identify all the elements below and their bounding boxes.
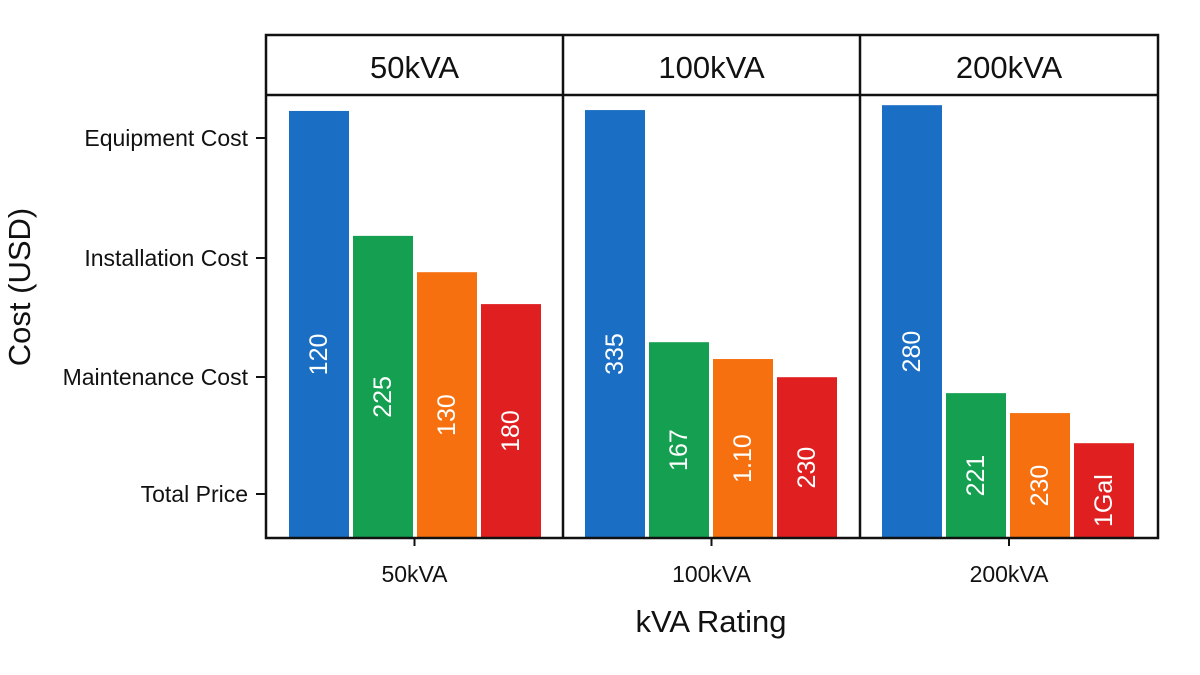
bar <box>289 110 349 538</box>
x-tick-label: 200kVA <box>970 561 1050 587</box>
x-tick-label: 100kVA <box>672 561 752 587</box>
panel-title: 200kVA <box>956 50 1063 85</box>
bar <box>417 272 477 538</box>
y-tick-label: Installation Cost <box>84 245 248 271</box>
bar <box>1074 443 1134 538</box>
y-tick-label: Equipment Cost <box>84 125 248 151</box>
bar <box>946 393 1006 538</box>
bar-value-label: 221 <box>962 455 990 497</box>
panel-title: 100kVA <box>658 50 765 85</box>
bar <box>882 105 942 539</box>
x-tick-label: 50kVA <box>381 561 448 587</box>
bar-value-label: 1.10 <box>729 434 757 483</box>
bar-value-label: 180 <box>497 410 525 452</box>
bar-value-label: 130 <box>433 394 461 436</box>
y-tick-label: Maintenance Cost <box>63 364 249 390</box>
bar <box>713 359 773 538</box>
x-axis-label: kVA Rating <box>635 604 786 639</box>
bar <box>649 342 709 538</box>
bar-value-label: 335 <box>601 333 629 375</box>
bar <box>777 377 837 538</box>
bar <box>353 235 413 538</box>
bar-value-label: 280 <box>898 331 926 373</box>
bar-value-label: 230 <box>793 447 821 489</box>
bar <box>1010 413 1070 538</box>
bar-value-label: 225 <box>369 376 397 418</box>
bar <box>481 304 541 538</box>
y-axis-label: Cost (USD) <box>2 208 37 366</box>
bar <box>585 110 645 538</box>
bar-value-label: 230 <box>1026 465 1054 507</box>
bar-value-label: 167 <box>665 429 693 471</box>
bar-value-label: 1Gal <box>1090 474 1118 527</box>
y-tick-label: Total Price <box>141 481 248 507</box>
panel-title: 50kVA <box>370 50 459 85</box>
bar-value-label: 120 <box>305 334 333 376</box>
